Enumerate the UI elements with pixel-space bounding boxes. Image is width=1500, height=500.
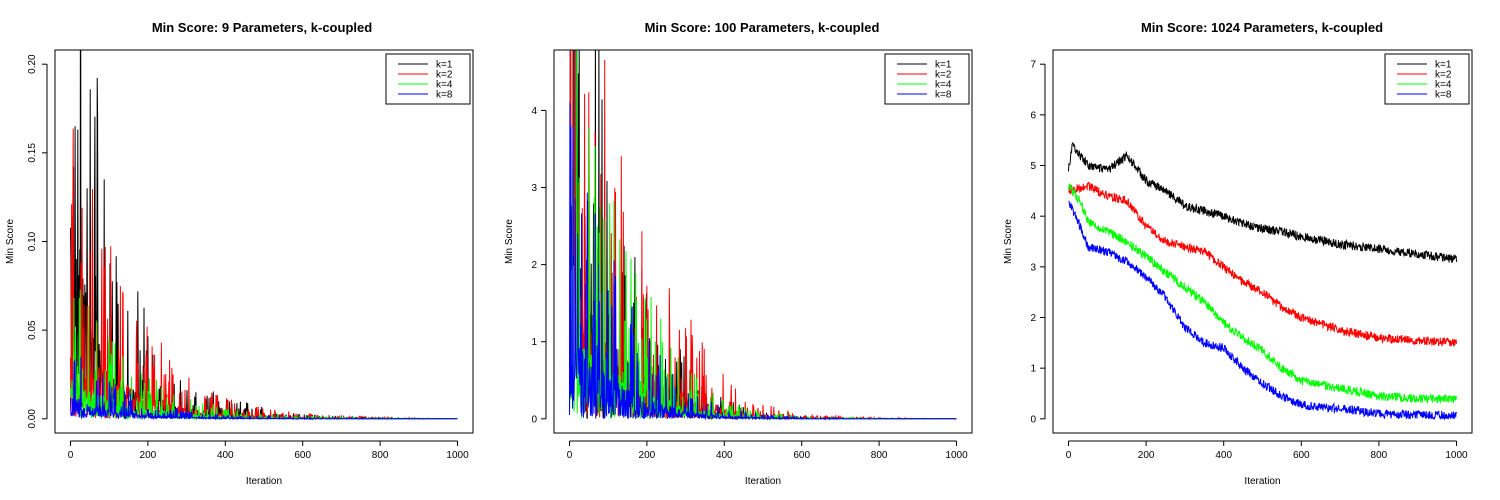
legend-label: k=1 bbox=[1435, 60, 1452, 71]
y-tick-label: 4 bbox=[1030, 212, 1036, 223]
x-tick-label: 800 bbox=[871, 450, 888, 461]
x-tick-label: 0 bbox=[1066, 450, 1072, 461]
legend-label: k=8 bbox=[935, 90, 952, 101]
plot-frame bbox=[1052, 49, 1473, 434]
y-tick-label: 2 bbox=[531, 260, 537, 271]
x-tick-label: 400 bbox=[1215, 450, 1232, 461]
y-tick-label: 0 bbox=[1030, 414, 1036, 425]
y-tick-label: 5 bbox=[1030, 161, 1036, 172]
legend-box bbox=[385, 53, 471, 105]
legend-box bbox=[884, 53, 970, 105]
legend-box bbox=[1384, 53, 1470, 105]
y-tick-label: 0 bbox=[531, 414, 537, 425]
chart-title: Min Score: 100 Parameters, k-coupled bbox=[645, 20, 880, 35]
x-tick-label: 1000 bbox=[446, 450, 469, 461]
y-tick-label: 7 bbox=[1030, 60, 1036, 71]
x-tick-label: 800 bbox=[1371, 450, 1388, 461]
y-tick-label: 0.20 bbox=[27, 54, 38, 74]
x-tick-label: 1000 bbox=[945, 450, 968, 461]
legend-label: k=1 bbox=[935, 60, 952, 71]
x-tick-label: 600 bbox=[1293, 450, 1310, 461]
y-tick-label: 0.00 bbox=[27, 409, 38, 429]
y-axis-label: Min Score bbox=[5, 219, 16, 264]
y-tick-label: 1 bbox=[531, 337, 537, 348]
series-line-k8 bbox=[569, 102, 957, 421]
legend-label: k=4 bbox=[436, 80, 453, 91]
plot-frame bbox=[553, 49, 973, 434]
legend-label: k=8 bbox=[436, 90, 453, 101]
series-line-k4 bbox=[1068, 183, 1457, 404]
x-tick-label: 400 bbox=[716, 450, 733, 461]
x-tick-label: 200 bbox=[140, 450, 157, 461]
x-tick-label: 0 bbox=[68, 450, 74, 461]
legend-label: k=4 bbox=[935, 80, 952, 91]
x-axis-label: Iteration bbox=[1244, 476, 1280, 487]
x-axis-label: Iteration bbox=[745, 476, 781, 487]
y-tick-label: 2 bbox=[1030, 313, 1036, 324]
series-line-k8 bbox=[1068, 200, 1457, 421]
series-line-k2 bbox=[1068, 181, 1457, 347]
y-tick-label: 0.05 bbox=[27, 320, 38, 340]
x-tick-label: 200 bbox=[1138, 450, 1155, 461]
y-tick-label: 3 bbox=[531, 183, 537, 194]
x-tick-label: 0 bbox=[567, 450, 573, 461]
plot-frame bbox=[54, 49, 474, 434]
chart-panel-1: Min Score: 9 Parameters, k-coupled 0 200 40… bbox=[5, 20, 474, 487]
x-tick-label: 800 bbox=[372, 450, 389, 461]
x-axis-label: Iteration bbox=[246, 476, 282, 487]
legend-label: k=2 bbox=[935, 70, 952, 81]
legend-label: k=4 bbox=[1435, 80, 1452, 91]
y-axis-label: Min Score bbox=[1003, 219, 1014, 264]
y-tick-label: 0.10 bbox=[27, 231, 38, 251]
legend-label: k=1 bbox=[436, 60, 453, 71]
legend: k=1k=2k=4k=8 bbox=[884, 53, 970, 105]
series-group bbox=[569, 50, 957, 421]
legend-label: k=2 bbox=[436, 70, 453, 81]
legend: k=1k=2k=4k=8 bbox=[385, 53, 471, 105]
series-group bbox=[70, 50, 458, 421]
x-tick-label: 200 bbox=[639, 450, 656, 461]
legend-label: k=8 bbox=[1435, 90, 1452, 101]
chart-title: Min Score: 9 Parameters, k-coupled bbox=[152, 20, 372, 35]
y-tick-label: 1 bbox=[1030, 364, 1036, 375]
chart-title: Min Score: 1024 Parameters, k-coupled bbox=[1141, 20, 1383, 35]
series-line-k8 bbox=[70, 356, 458, 421]
series-group bbox=[1068, 141, 1457, 421]
x-tick-label: 400 bbox=[217, 450, 234, 461]
legend: k=1k=2k=4k=8 bbox=[1384, 53, 1470, 105]
y-tick-label: 4 bbox=[531, 106, 537, 117]
y-axis-label: Min Score bbox=[504, 219, 515, 264]
x-tick-label: 600 bbox=[294, 450, 311, 461]
chart-panel-2: Min Score: 100 Parameters, k-coupled 0 200… bbox=[504, 20, 973, 487]
y-tick-label: 6 bbox=[1030, 110, 1036, 121]
y-tick-label: 3 bbox=[1030, 262, 1036, 273]
legend-label: k=2 bbox=[1435, 70, 1452, 81]
y-tick-label: 0.15 bbox=[27, 143, 38, 163]
x-tick-label: 600 bbox=[793, 450, 810, 461]
x-tick-label: 1000 bbox=[1445, 450, 1468, 461]
series-line-k1 bbox=[1068, 141, 1457, 263]
